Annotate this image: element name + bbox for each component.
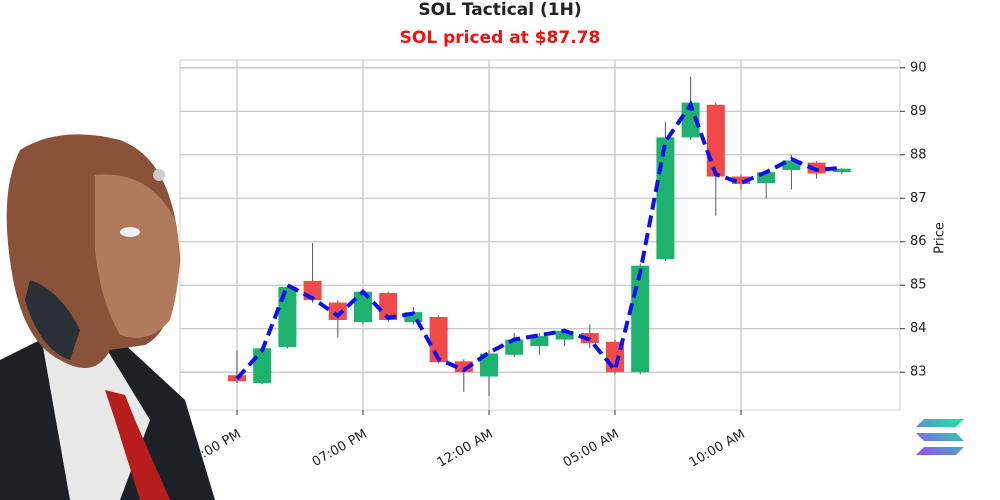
candle-body bbox=[757, 172, 776, 184]
candle-body bbox=[832, 168, 851, 173]
candle-body bbox=[404, 312, 423, 323]
candle-body bbox=[782, 160, 801, 170]
y-tick-label: 89 bbox=[910, 104, 927, 119]
y-tick-label: 87 bbox=[910, 191, 927, 206]
candle-body bbox=[631, 265, 650, 373]
y-tick-label: 83 bbox=[910, 365, 927, 380]
chart-title: SOL Tactical (1H) bbox=[418, 0, 581, 20]
y-tick-label: 90 bbox=[910, 60, 927, 75]
candle-body bbox=[354, 291, 372, 323]
robot-illustration bbox=[0, 134, 215, 500]
overlay-line bbox=[235, 100, 842, 381]
candle-body bbox=[379, 293, 398, 320]
x-tick-label: 07:00 PM bbox=[310, 427, 370, 470]
candle-body bbox=[732, 176, 750, 184]
x-tick-label: 12:00 AM bbox=[435, 427, 496, 471]
x-tick-label: 10:00 AM bbox=[687, 427, 748, 471]
candle-body bbox=[656, 137, 675, 260]
y-tick-label: 84 bbox=[910, 321, 927, 336]
candle-body bbox=[530, 336, 549, 347]
y-tick-label: 85 bbox=[910, 278, 927, 293]
solana-logo bbox=[916, 419, 964, 455]
x-tick-label: 05:00 AM bbox=[561, 427, 622, 471]
candle-body bbox=[253, 348, 272, 384]
candle-body bbox=[681, 102, 700, 138]
chart-subtitle: SOL priced at $87.78 bbox=[400, 28, 601, 48]
y-tick-label: 88 bbox=[910, 147, 927, 162]
candle-body bbox=[480, 353, 498, 377]
candle-body bbox=[555, 330, 574, 340]
plot-frame bbox=[179, 59, 901, 411]
candle-body bbox=[278, 286, 297, 347]
y-tick-label: 86 bbox=[910, 234, 927, 249]
candle-body bbox=[454, 361, 473, 373]
candle-body bbox=[706, 104, 725, 177]
candle-body bbox=[328, 302, 347, 320]
candle-body bbox=[505, 339, 524, 355]
y-axis-label: Price bbox=[933, 222, 948, 254]
